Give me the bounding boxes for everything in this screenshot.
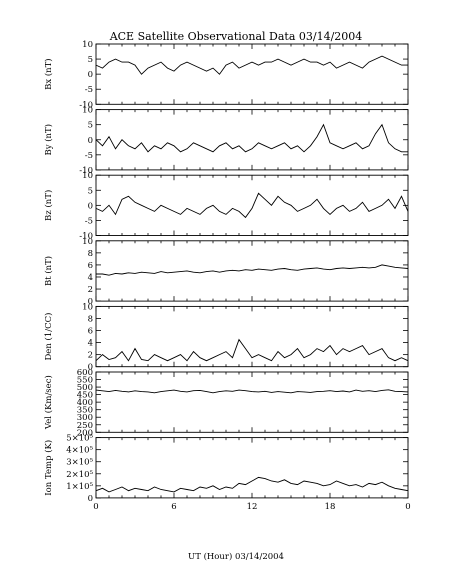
y-axis-label: Bt (nT) [43,256,54,286]
panel-frame [95,371,409,433]
y-tick-label: 600 [77,368,93,378]
panel-3: 0 2 4 6 8 10 Bt (nT) [43,237,409,307]
y-tick-label: 550 [77,376,93,386]
y-tick-label: 3×10⁵ [66,458,93,468]
y-tick-label: 10 [82,237,93,247]
y-tick-label: 500 [77,383,93,393]
panel-0: -10 -5 0 5 10 Bx (nT) [43,40,409,110]
panel-4: 0 2 4 6 8 10 Den (1/CC) [43,302,409,373]
y-tick-label: 450 [77,391,93,401]
y-tick-label: 10 [82,302,93,312]
series-line [95,192,409,219]
y-axis-label: Vel (Km/sec) [43,375,54,430]
y-tick-label: 5 [88,121,93,131]
y-tick-label: 350 [77,406,93,416]
y-axis-label: By (nT) [43,124,54,156]
x-tick-label: 0 [93,502,98,512]
y-tick-label: -10 [79,166,93,176]
y-tick-label: 8 [88,314,93,324]
x-tick-label: 12 [247,502,258,512]
y-tick-label: 0 [88,494,93,504]
x-tick-label: 0 [405,502,410,512]
x-tick-label: 6 [171,502,176,512]
y-axis-label: Bz (nT) [43,190,54,221]
series-line [95,476,409,493]
y-tick-label: 8 [88,249,93,259]
y-tick-label: 10 [82,171,93,181]
y-tick-label: 200 [77,428,93,438]
series-line [95,123,408,153]
y-tick-label: -10 [79,232,93,242]
y-axis-label: Bx (nT) [43,58,54,90]
y-tick-label: -5 [85,85,93,95]
y-tick-label: 0 [88,297,93,307]
x-tick-label: 18 [325,502,336,512]
x-axis: 0 6 12 18 0 [93,502,410,512]
y-tick-label: 5 [88,55,93,65]
y-tick-label: 4×10⁵ [66,446,93,456]
series-line [96,264,409,276]
y-tick-label: 10 [82,106,93,116]
y-tick-label: -5 [85,216,93,226]
chart-title: ACE Satellite Observational Data 03/14/2… [109,30,363,43]
y-tick-label: 300 [77,413,93,423]
panel-frame [95,174,409,236]
y-tick-label: 10 [82,40,93,50]
y-axis-label: Ion Temp (K) [43,440,54,496]
y-tick-label: 250 [77,421,93,431]
panel-frame [95,240,409,302]
y-tick-label: 4 [88,339,93,349]
y-tick-label: -10 [79,100,93,110]
y-axis-label: Den (1/CC) [43,313,54,361]
y-tick-label: 2 [88,285,93,295]
series-line [95,55,408,75]
y-tick-label: 2 [88,351,93,361]
panel-frame [95,109,409,171]
y-tick-label: 5×10⁵ [66,434,93,444]
panel-frame [95,43,409,105]
y-tick-label: 5 [88,186,93,196]
y-tick-label: 6 [88,261,93,271]
series-line [95,338,409,362]
series-line [95,389,409,394]
panel-frame [95,437,409,499]
panels-layer: -10 -5 0 5 10 Bx (nT) -10 -5 0 5 10 By (nT) -10 -5 0 5 1… [43,40,409,504]
x-axis-label: UT (Hour) 03/14/2004 [188,551,284,562]
y-tick-label: 4 [88,273,93,283]
y-tick-label: 0 [88,136,93,146]
y-tick-label: 0 [88,70,93,80]
y-tick-label: 0 [88,363,93,373]
y-tick-label: 6 [88,327,93,337]
panel-2: -10 -5 0 5 10 Bz (nT) [43,171,409,242]
y-tick-label: 400 [77,398,93,408]
y-tick-label: 2×10⁵ [66,470,93,480]
panel-6: 0 1×10⁵ 2×10⁵ 3×10⁵ 4×10⁵ 5×10⁵ Ion Temp (K) [43,434,409,504]
y-tick-label: 1×10⁵ [66,482,93,492]
y-tick-label: 0 [88,201,93,211]
y-tick-label: -5 [85,151,93,161]
panel-1: -10 -5 0 5 10 By (nT) [43,106,409,176]
